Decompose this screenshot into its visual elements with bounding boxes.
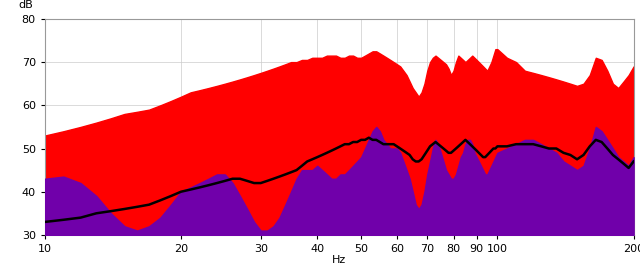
X-axis label: Hz: Hz <box>332 255 346 265</box>
Text: dB: dB <box>19 0 33 10</box>
